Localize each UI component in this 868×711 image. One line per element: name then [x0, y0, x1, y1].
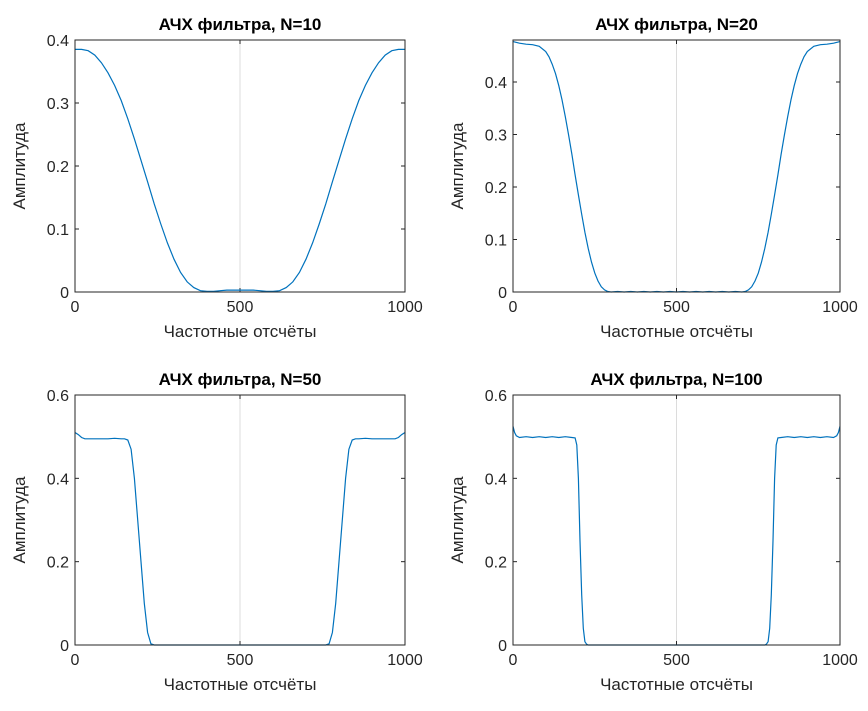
series-line	[75, 48, 405, 292]
y-tick-label: 0.6	[485, 388, 507, 405]
axes-frame	[512, 39, 841, 293]
x-tick-label: 0	[71, 652, 80, 669]
axes-frame	[74, 39, 406, 293]
x-tick-label: 1000	[387, 299, 423, 316]
y-tick-label: 0.1	[47, 222, 69, 239]
y-tick-label: 0.6	[47, 388, 69, 405]
subplot-2: 0 500 1000 0 0.1 0.2 0.3 0.4 АЧХ фильтра, N=20 Ча…	[448, 15, 858, 341]
subplot-4: 0 500 1000 0 0.2 0.4 0.6 АЧХ фильтра, N=100 Част…	[448, 370, 858, 694]
x-tick-label: 1000	[822, 299, 858, 316]
x-tick-label: 500	[227, 652, 254, 669]
y-axis-label: Амплитуда	[448, 122, 467, 209]
chart-title: АЧХ фильтра, N=10	[159, 15, 322, 34]
x-tick-label: 1000	[387, 652, 423, 669]
chart-title: АЧХ фильтра, N=50	[159, 370, 322, 389]
subplot-1: 0 500 1000 0 0.1 0.2 0.3 0.4 АЧХ фильтра, N=10 Ча…	[10, 15, 423, 341]
y-tick-label: 0.3	[485, 128, 507, 145]
y-tick-label: 0	[60, 285, 69, 302]
y-tick-label: 0.1	[485, 233, 507, 250]
x-tick-label: 500	[227, 299, 254, 316]
y-tick-label: 0.2	[485, 555, 507, 572]
y-tick-label: 0	[498, 285, 507, 302]
x-tick-label: 500	[663, 299, 690, 316]
y-tick-label: 0.2	[47, 555, 69, 572]
x-axis-label: Частотные отсчёты	[164, 322, 317, 341]
y-tick-label: 0.4	[47, 471, 69, 488]
x-tick-label: 0	[509, 299, 518, 316]
x-axis-label: Частотные отсчёты	[600, 322, 753, 341]
x-tick-label: 500	[663, 652, 690, 669]
y-tick-label: 0.3	[47, 96, 69, 113]
y-axis-label: Амплитуда	[10, 122, 29, 209]
axes-frame	[512, 394, 841, 646]
chart-title: АЧХ фильтра, N=20	[595, 15, 758, 34]
y-tick-label: 0.4	[47, 33, 69, 50]
subplot-3: 0 500 1000 0 0.2 0.4 0.6 АЧХ фильтра, N=50 Часто…	[10, 370, 423, 694]
y-tick-label: 0.2	[485, 180, 507, 197]
y-tick-label: 0	[498, 638, 507, 655]
axes-frame	[74, 394, 406, 646]
y-tick-label: 0.4	[485, 471, 507, 488]
x-axis-label: Частотные отсчёты	[164, 675, 317, 694]
y-axis-label: Амплитуда	[448, 476, 467, 563]
chart-title: АЧХ фильтра, N=100	[590, 370, 762, 389]
x-tick-label: 1000	[822, 652, 858, 669]
y-axis-label: Амплитуда	[10, 476, 29, 563]
y-tick-label: 0	[60, 638, 69, 655]
x-axis-label: Частотные отсчёты	[600, 675, 753, 694]
x-tick-label: 0	[509, 652, 518, 669]
y-tick-label: 0.4	[485, 75, 507, 92]
x-tick-label: 0	[71, 299, 80, 316]
y-tick-label: 0.2	[47, 159, 69, 176]
